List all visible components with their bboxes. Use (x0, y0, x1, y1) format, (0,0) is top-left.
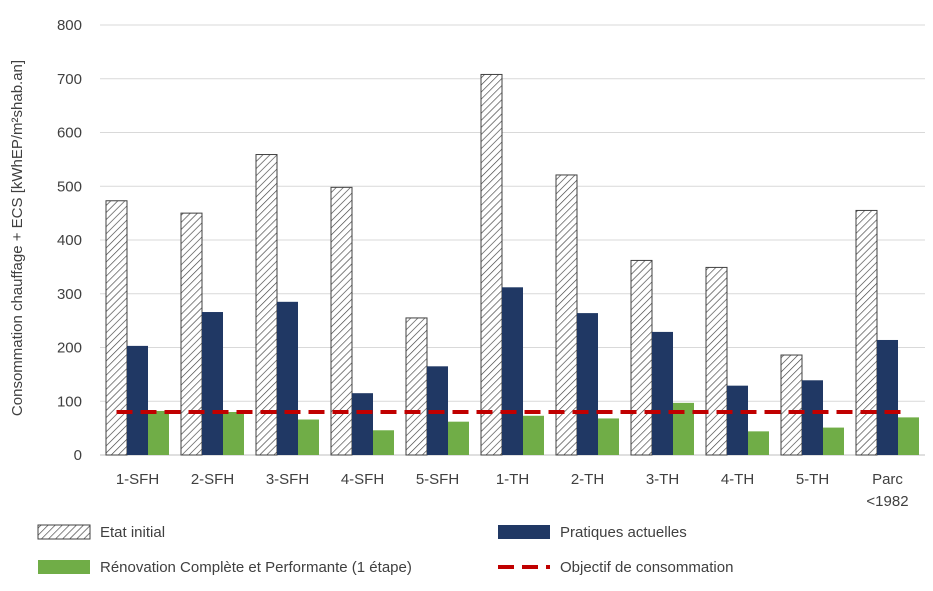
x-tick-label: 3-TH (646, 471, 679, 488)
y-tick-label: 600 (57, 125, 82, 142)
bar-etat-initial (705, 266, 728, 456)
x-tick-label: 2-SFH (191, 471, 234, 488)
gridlines (100, 24, 925, 456)
x-tick-label: 1-TH (496, 471, 529, 488)
bar-renovation (223, 412, 244, 455)
bar-renovation (373, 430, 394, 455)
bar-renovation (298, 419, 319, 455)
x-tick-label: 2-TH (571, 471, 604, 488)
bars (105, 73, 919, 456)
bar-etat-initial (780, 354, 803, 456)
bar-renovation (448, 421, 469, 455)
y-axis-ticks: 0 100 200 300 400 500 600 700 800 (57, 17, 82, 464)
y-tick-label: 200 (57, 340, 82, 357)
legend-item: Etat initial (37, 524, 165, 541)
bar-pratiques-actuelles (577, 313, 598, 455)
legend: Etat initial Pratiques actuelles Rénovatio… (37, 524, 733, 576)
y-tick-label: 400 (57, 232, 82, 249)
legend-item: Rénovation Complète et Performante (1 ét… (38, 559, 412, 576)
bar-etat-initial (330, 186, 353, 456)
y-tick-label: 800 (57, 17, 82, 34)
x-tick-label: 4-SFH (341, 471, 384, 488)
bar-etat-initial (405, 317, 428, 456)
legend-item: Pratiques actuelles (498, 524, 687, 541)
bar-renovation (598, 418, 619, 455)
bar-pratiques-actuelles (127, 345, 148, 455)
y-tick-label: 300 (57, 286, 82, 303)
y-axis-label: Consommation chauffage + ECS [kWhEP/m²sh… (9, 60, 26, 416)
legend-label: Etat initial (100, 524, 165, 541)
bar-pratiques-actuelles (727, 385, 748, 455)
x-tick-label: 4-TH (721, 471, 754, 488)
bar-pratiques-actuelles (802, 380, 823, 455)
x-tick-label: <1982 (866, 493, 908, 510)
x-tick-label: 3-SFH (266, 471, 309, 488)
y-tick-label: 700 (57, 71, 82, 88)
bar-etat-initial (630, 259, 653, 456)
bar-etat-initial (855, 209, 878, 456)
bar-pratiques-actuelles (652, 331, 673, 455)
bar-pratiques-actuelles (352, 393, 373, 455)
legend-swatch (38, 560, 90, 574)
y-tick-label: 100 (57, 393, 82, 410)
x-tick-label: 5-SFH (416, 471, 459, 488)
y-tick-label: 0 (74, 447, 82, 464)
y-tick-label: 500 (57, 178, 82, 195)
bar-renovation (898, 417, 919, 455)
bar-renovation (823, 427, 844, 455)
x-tick-label: 5-TH (796, 471, 829, 488)
bar-etat-initial (255, 154, 278, 456)
legend-label: Rénovation Complète et Performante (1 ét… (100, 559, 412, 576)
bar-etat-initial (105, 200, 128, 456)
legend-swatch (37, 524, 91, 540)
x-tick-label: Parc (872, 471, 903, 488)
legend-item: Objectif de consommation (498, 559, 733, 576)
legend-swatch (498, 525, 550, 539)
x-axis-ticks: 1-SFH 2-SFH 3-SFH 4-SFH 5-SFH 1-TH 2-TH 3-TH 4-T… (116, 471, 909, 510)
legend-label: Objectif de consommation (560, 559, 733, 576)
bar-renovation (673, 402, 694, 455)
bar-pratiques-actuelles (202, 312, 223, 455)
legend-label: Pratiques actuelles (560, 524, 687, 541)
bar-pratiques-actuelles (502, 287, 523, 455)
x-tick-label: 1-SFH (116, 471, 159, 488)
bar-renovation (148, 410, 169, 455)
bar-etat-initial (480, 73, 503, 456)
bar-etat-initial (180, 212, 203, 456)
bar-pratiques-actuelles (877, 339, 898, 455)
bar-renovation (523, 415, 544, 455)
bar-renovation (748, 431, 769, 455)
bar-pratiques-actuelles (277, 301, 298, 455)
